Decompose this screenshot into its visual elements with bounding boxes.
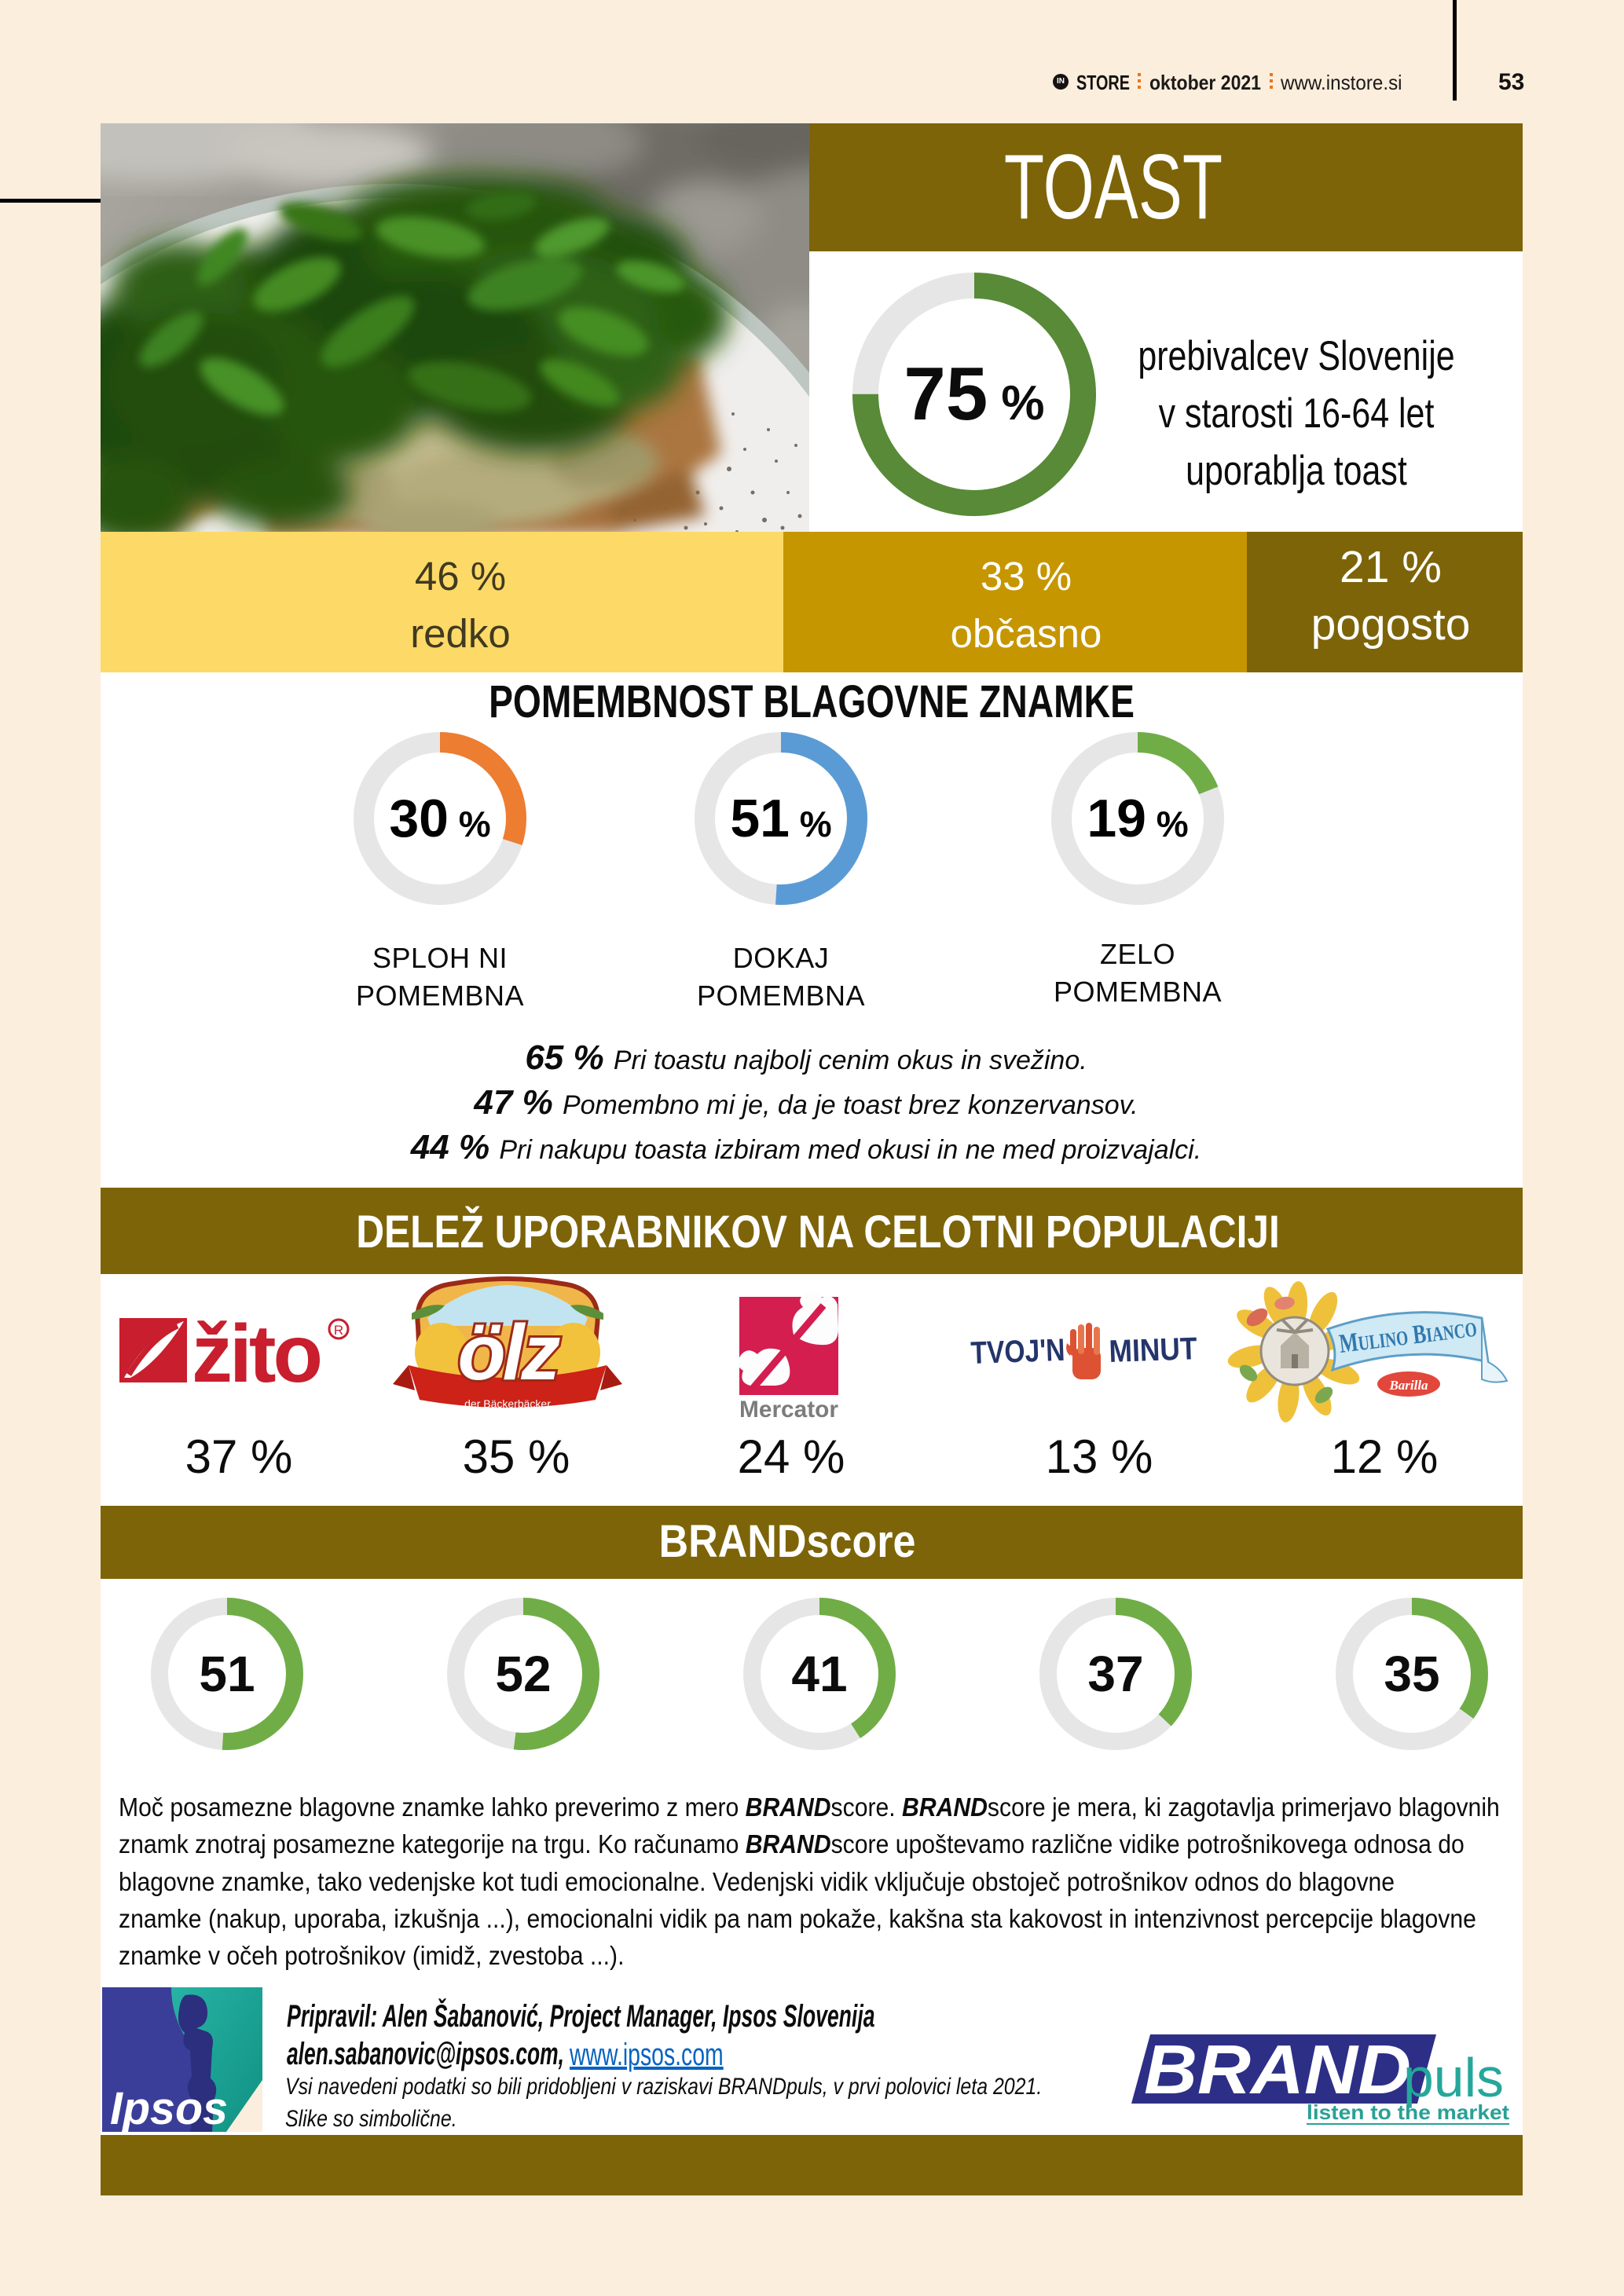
svg-text:13 %: 13 % (1046, 1430, 1153, 1483)
svg-text:35 %: 35 % (463, 1430, 570, 1483)
svg-text:37 %: 37 % (185, 1430, 293, 1483)
svg-text:der Bäckerbäcker: der Bäckerbäcker (464, 1397, 551, 1410)
svg-text:listen to the market: listen to the market (1307, 2100, 1509, 2124)
svg-text:MINUT: MINUT (1109, 1331, 1197, 1369)
svg-text:ölz: ölz (458, 1309, 561, 1397)
svg-text:puls: puls (1403, 2047, 1504, 2108)
svg-text:žito: žito (192, 1309, 321, 1400)
svg-text:24 %: 24 % (738, 1430, 845, 1483)
svg-text:BRAND: BRAND (1144, 2031, 1411, 2108)
svg-text:R: R (334, 1323, 343, 1338)
svg-text:Mercator: Mercator (739, 1397, 838, 1423)
svg-text:Barilla: Barilla (1388, 1378, 1428, 1393)
svg-text:TVOJ'N: TVOJ'N (970, 1333, 1065, 1371)
svg-text:12 %: 12 % (1331, 1430, 1439, 1483)
svg-text:Ipsos: Ipsos (110, 2083, 228, 2132)
